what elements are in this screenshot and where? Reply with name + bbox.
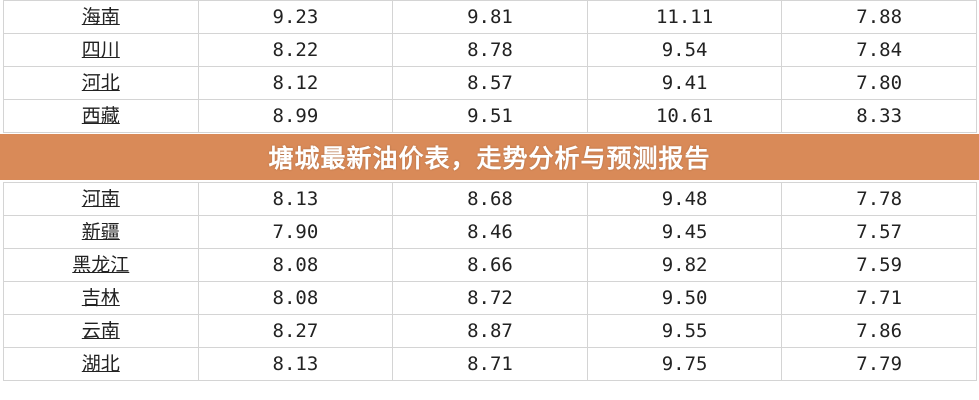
banner-title: 塘城最新油价表，走势分析与预测报告 <box>268 144 711 173</box>
price-cell: 9.50 <box>586 281 783 315</box>
price-cell: 9.81 <box>392 0 588 34</box>
price-cell: 9.23 <box>197 0 394 34</box>
price-cell: 7.84 <box>781 33 977 67</box>
price-cell: 7.79 <box>781 347 977 381</box>
price-cell: 9.55 <box>586 314 783 348</box>
price-cell: 7.86 <box>781 314 977 348</box>
province-cell[interactable]: 吉林 <box>3 281 199 315</box>
price-cell: 8.27 <box>197 314 394 348</box>
table-row: 新疆 7.90 8.46 9.45 7.57 <box>3 215 977 249</box>
table-row: 湖北 8.13 8.71 9.75 7.79 <box>3 347 977 381</box>
province-cell[interactable]: 黑龙江 <box>3 248 199 282</box>
price-cell: 7.59 <box>781 248 977 282</box>
table-row: 西藏 8.99 9.51 10.61 8.33 <box>3 99 977 133</box>
price-cell: 8.12 <box>197 66 394 100</box>
province-cell[interactable]: 云南 <box>3 314 199 348</box>
price-cell: 11.11 <box>586 0 783 34</box>
price-cell: 8.87 <box>392 314 588 348</box>
price-cell: 9.51 <box>392 99 588 133</box>
price-cell: 8.08 <box>197 281 394 315</box>
price-cell: 7.57 <box>781 215 977 249</box>
oil-price-table-lower: 河南 8.13 8.68 9.48 7.78 新疆 7.90 8.46 9.45 7.57 黑龙江 8… <box>3 182 977 381</box>
price-cell: 8.22 <box>197 33 394 67</box>
price-cell: 9.82 <box>586 248 783 282</box>
title-banner: 塘城最新油价表，走势分析与预测报告 <box>0 134 979 180</box>
price-cell: 8.71 <box>392 347 588 381</box>
table-row: 河北 8.12 8.57 9.41 7.80 <box>3 66 977 100</box>
price-cell: 8.13 <box>197 347 394 381</box>
province-cell[interactable]: 河北 <box>3 66 199 100</box>
table-row: 河南 8.13 8.68 9.48 7.78 <box>3 182 977 216</box>
price-cell: 8.72 <box>392 281 588 315</box>
price-cell: 8.68 <box>392 182 588 216</box>
province-cell[interactable]: 河南 <box>3 182 199 216</box>
price-cell: 8.66 <box>392 248 588 282</box>
price-cell: 8.33 <box>781 99 977 133</box>
price-cell: 8.99 <box>197 99 394 133</box>
table-row: 四川 8.22 8.78 9.54 7.84 <box>3 33 977 67</box>
price-cell: 8.13 <box>197 182 394 216</box>
price-cell: 9.45 <box>586 215 783 249</box>
province-cell[interactable]: 四川 <box>3 33 199 67</box>
table-row: 云南 8.27 8.87 9.55 7.86 <box>3 314 977 348</box>
price-cell: 7.80 <box>781 66 977 100</box>
price-cell: 7.78 <box>781 182 977 216</box>
province-cell[interactable]: 西藏 <box>3 99 199 133</box>
price-cell: 9.75 <box>586 347 783 381</box>
price-cell: 10.61 <box>586 99 783 133</box>
table-row: 吉林 8.08 8.72 9.50 7.71 <box>3 281 977 315</box>
table-row: 黑龙江 8.08 8.66 9.82 7.59 <box>3 248 977 282</box>
province-cell[interactable]: 湖北 <box>3 347 199 381</box>
province-cell[interactable]: 海南 <box>3 0 199 34</box>
price-cell: 7.90 <box>197 215 394 249</box>
price-cell: 9.41 <box>586 66 783 100</box>
price-cell: 7.71 <box>781 281 977 315</box>
oil-price-table-upper: 海南 9.23 9.81 11.11 7.88 四川 8.22 8.78 9.54 7.84 河北 8… <box>3 0 977 133</box>
price-cell: 8.57 <box>392 66 588 100</box>
price-cell: 7.88 <box>781 0 977 34</box>
price-cell: 9.48 <box>586 182 783 216</box>
price-cell: 9.54 <box>586 33 783 67</box>
price-cell: 8.78 <box>392 33 588 67</box>
table-row: 海南 9.23 9.81 11.11 7.88 <box>3 0 977 34</box>
province-cell[interactable]: 新疆 <box>3 215 199 249</box>
price-cell: 8.46 <box>392 215 588 249</box>
price-cell: 8.08 <box>197 248 394 282</box>
